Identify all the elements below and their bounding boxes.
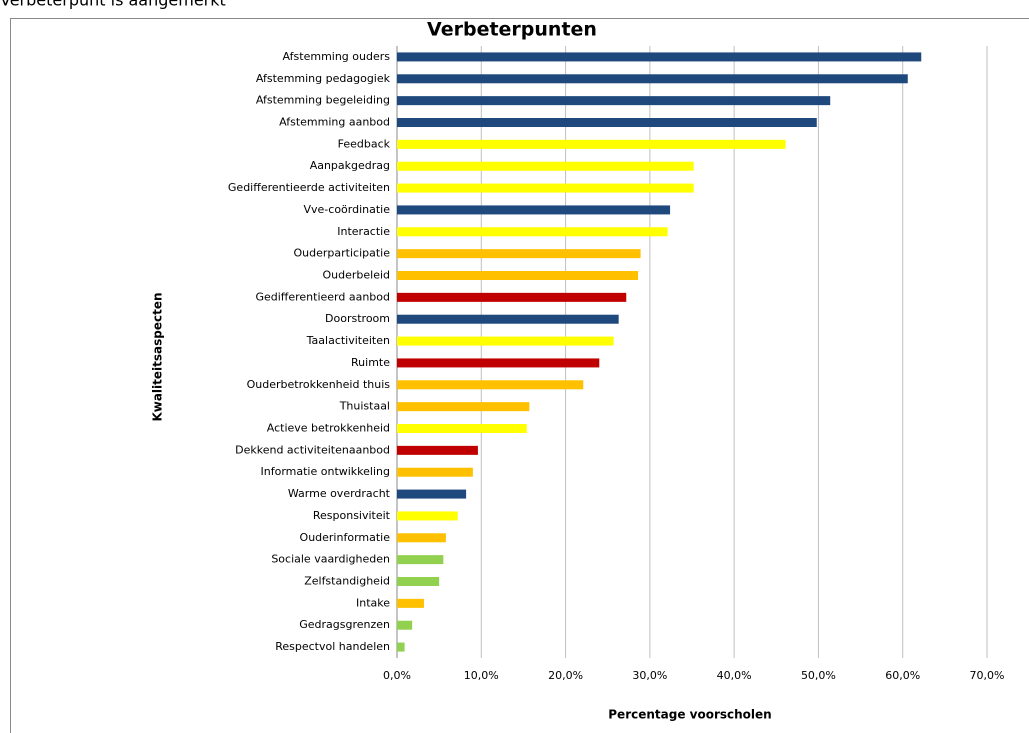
x-tick-label: 70,0% (970, 669, 1005, 682)
bar (397, 577, 440, 586)
bar (397, 358, 600, 368)
chart-frame (10, 18, 1029, 733)
bar (397, 52, 922, 62)
bar (397, 205, 671, 215)
x-tick-label: 30,0% (632, 669, 667, 682)
y-tick-label: Responsiviteit (313, 509, 391, 522)
y-tick-label: Gedifferentieerd aanbod (255, 290, 390, 303)
y-tick-label: Ouderparticipatie (294, 247, 391, 260)
y-tick-label: Afstemming pedagogiek (256, 72, 391, 85)
y-tick-label: Ouderinformatie (300, 531, 391, 544)
y-tick-label: Afstemming ouders (283, 50, 391, 63)
x-tick-label: 10,0% (464, 669, 499, 682)
y-tick-label: Interactie (337, 225, 390, 238)
y-tick-label: Gedragsgrenzen (299, 618, 390, 631)
bar (397, 292, 627, 302)
y-tick-label: Ouderbetrokkenheid thuis (247, 378, 391, 391)
x-tick-label: 0,0% (383, 669, 411, 682)
x-tick-label: 40,0% (717, 669, 752, 682)
y-tick-label: Doorstroom (325, 312, 390, 325)
y-tick-label: Ruimte (351, 356, 390, 369)
y-tick-label: Afstemming begeleiding (256, 94, 390, 107)
bar (397, 380, 584, 390)
y-tick-label: Informatie ontwikkeling (261, 465, 391, 478)
bar (397, 336, 614, 346)
page-text: Verbeterpunt is aangemerkt (0, 0, 226, 10)
x-tick-label: 60,0% (885, 669, 920, 682)
bar (397, 74, 908, 84)
bar (397, 183, 694, 193)
bar (397, 511, 458, 521)
bar (397, 598, 424, 608)
bar (397, 467, 473, 477)
bar (397, 445, 478, 455)
bar (397, 314, 619, 324)
y-tick-label: Feedback (338, 137, 391, 150)
bar (397, 118, 817, 127)
y-tick-label: Intake (356, 596, 390, 609)
bar (397, 139, 786, 149)
y-tick-label: Vve-coördinatie (304, 203, 391, 216)
bar (397, 620, 413, 630)
x-tick-label: 50,0% (801, 669, 836, 682)
y-tick-label: Taalactiviteiten (306, 334, 390, 347)
y-tick-label: Sociale vaardigheden (271, 553, 390, 566)
bar (397, 227, 668, 237)
y-tick-label: Actieve betrokkenheid (267, 422, 390, 435)
bar (397, 96, 831, 106)
bar (397, 555, 444, 565)
y-tick-label: Respectvol handelen (275, 640, 390, 653)
y-tick-label: Afstemming aanbod (279, 116, 390, 129)
bar (397, 642, 405, 652)
bar (397, 424, 527, 433)
y-tick-label: Zelfstandigheid (304, 575, 390, 588)
x-axis-label: Percentage voorscholen (608, 708, 771, 722)
y-tick-label: Ouderbeleid (322, 269, 390, 282)
y-tick-label: Warme overdracht (288, 487, 391, 500)
y-axis-label: Kwaliteitsaspecten (151, 292, 165, 421)
bar (397, 161, 694, 171)
bar (397, 271, 639, 280)
y-tick-label: Dekkend activiteitenaanbod (235, 443, 390, 456)
bar (397, 533, 446, 543)
bar (397, 489, 467, 499)
chart-title: Verbeterpunten (427, 19, 597, 41)
x-tick-label: 20,0% (548, 669, 583, 682)
y-tick-label: Gedifferentieerde activiteiten (228, 181, 390, 194)
y-tick-label: Aanpakgedrag (310, 159, 390, 172)
y-tick-label: Thuistaal (339, 400, 390, 413)
bar (397, 402, 530, 412)
bar (397, 249, 641, 259)
